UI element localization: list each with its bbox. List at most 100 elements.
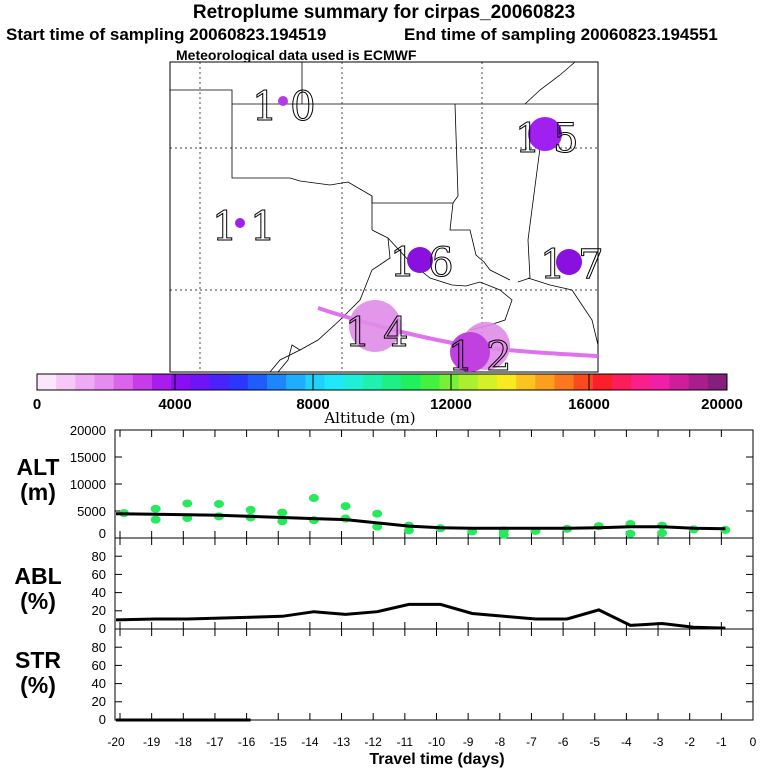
colorbar-cell <box>439 374 460 390</box>
plot-frame <box>114 429 754 721</box>
colorbar-tick-label: 16000 <box>568 396 610 413</box>
altitude-point <box>340 502 351 511</box>
met-data-label: Meteorological data used is ECMWF <box>176 47 417 63</box>
colorbar-cell <box>631 374 651 390</box>
colorbar-cell <box>401 374 421 390</box>
colorbar-cell <box>37 374 57 390</box>
x-tick-label: -7 <box>526 735 537 749</box>
colorbar-cell <box>305 374 325 390</box>
start-time: Start time of sampling 20060823.194519 <box>6 25 327 44</box>
x-tick-label: -2 <box>684 735 695 749</box>
x-tick-label: -12 <box>365 735 383 749</box>
altitude-point <box>657 529 668 538</box>
cluster-marker-14 <box>349 300 401 352</box>
colorbar-cell <box>592 374 613 390</box>
y-tick-label: 10000 <box>70 477 106 492</box>
x-tick-label: -14 <box>301 735 319 749</box>
colorbar-cell <box>56 374 76 390</box>
x-tick-label: -6 <box>558 735 569 749</box>
cluster-marker-12 <box>450 332 490 372</box>
colorbar-cell <box>94 374 115 390</box>
colorbar-cell <box>612 374 632 390</box>
x-tick-label: -13 <box>333 735 351 749</box>
altitude-point <box>277 508 288 517</box>
altitude-point <box>245 505 256 514</box>
y-tick-label: 60 <box>92 658 106 673</box>
colorbar-tick-label: 0 <box>33 396 41 413</box>
colorbar-tick-label: 4000 <box>158 396 191 413</box>
y-tick-label: 0 <box>99 621 106 636</box>
map: 1 0 1 1 1 5 1 6 1 7 1 4 1 2 <box>169 61 604 381</box>
colorbar-frame <box>36 373 728 391</box>
colorbar-cell <box>132 374 153 390</box>
colorbar-cell <box>267 374 287 390</box>
x-tick-label: -11 <box>397 735 414 749</box>
colorbar-cell <box>707 374 728 390</box>
colorbar-axis-label: Altitude (m) <box>323 409 415 427</box>
cluster-marker-17 <box>556 249 582 275</box>
str-panel-unit: (%) <box>20 672 56 698</box>
altitude-point <box>277 517 288 526</box>
cluster-label: 1 0 <box>252 84 316 130</box>
plot-title: Retroplume summary for cirpas_20060823 <box>192 2 576 23</box>
x-axis-label: Travel time (days) <box>369 751 504 768</box>
colorbar-cell <box>209 374 230 390</box>
y-tick-label: 0 <box>99 526 106 541</box>
x-tick-label: -19 <box>143 735 161 749</box>
cluster-label: 1 1 <box>212 204 276 250</box>
cluster-label: 1 6 <box>390 240 454 286</box>
colorbar-cell <box>152 374 172 390</box>
colorbar-cell <box>362 374 383 390</box>
y-tick-label: 40 <box>92 676 106 691</box>
colorbar-cell <box>382 374 402 390</box>
colorbar-cell <box>286 374 306 390</box>
x-tick-label: -16 <box>238 735 256 749</box>
y-tick-label: 40 <box>92 585 106 600</box>
cluster-label: 1 2 <box>448 334 512 380</box>
x-tick-label: -5 <box>589 735 600 749</box>
colorbar-cell <box>247 374 268 390</box>
colorbar-cell <box>573 374 594 390</box>
colorbar-cell <box>497 374 517 390</box>
x-tick-label: -4 <box>621 735 632 749</box>
x-tick-label: -1 <box>716 735 727 749</box>
altitude-point <box>213 499 224 508</box>
end-time: End time of sampling 20060823.194551 <box>404 25 718 44</box>
y-tick-label: 5000 <box>77 504 106 519</box>
altitude-point <box>182 499 193 508</box>
cluster-label: 1 7 <box>540 242 604 288</box>
x-tick-label: -17 <box>206 735 224 749</box>
altitude-point <box>372 509 383 518</box>
x-tick-label: -8 <box>494 735 505 749</box>
colorbar-cell <box>669 374 690 390</box>
altitude-point <box>150 515 161 524</box>
x-tick-label: -3 <box>653 735 664 749</box>
colorbar-tick-label: 20000 <box>701 396 743 413</box>
colorbar-cell <box>324 374 345 390</box>
alt-panel-unit: (m) <box>20 479 56 505</box>
colorbar-cell <box>113 374 134 390</box>
colorbar-cell <box>75 374 95 390</box>
y-tick-label: 80 <box>92 640 106 655</box>
altitude-point <box>625 529 636 538</box>
abl-series-line <box>115 602 726 630</box>
cluster-label: 1 5 <box>515 116 579 162</box>
y-tick-label: 15000 <box>70 450 106 465</box>
altitude-point <box>308 494 319 503</box>
colorbar-cell <box>688 374 709 390</box>
x-tick-label: -20 <box>107 735 125 749</box>
colorbar-cell <box>343 374 364 390</box>
y-tick-label: 20000 <box>70 423 106 438</box>
cluster-marker-15 <box>528 117 562 151</box>
y-tick-label: 60 <box>92 567 106 582</box>
altitude-point <box>150 504 161 513</box>
colorbar: 0 4000 8000 12000 16000 20000 Altitude (… <box>33 373 743 427</box>
y-tick-label: 20 <box>92 694 106 709</box>
alt-series-line <box>115 512 726 531</box>
x-tick-label: 0 <box>750 735 757 749</box>
y-tick-label: 80 <box>92 549 106 564</box>
x-tick-label: -10 <box>428 735 446 749</box>
colorbar-cell <box>477 374 498 390</box>
x-tick-label: -15 <box>270 735 288 749</box>
